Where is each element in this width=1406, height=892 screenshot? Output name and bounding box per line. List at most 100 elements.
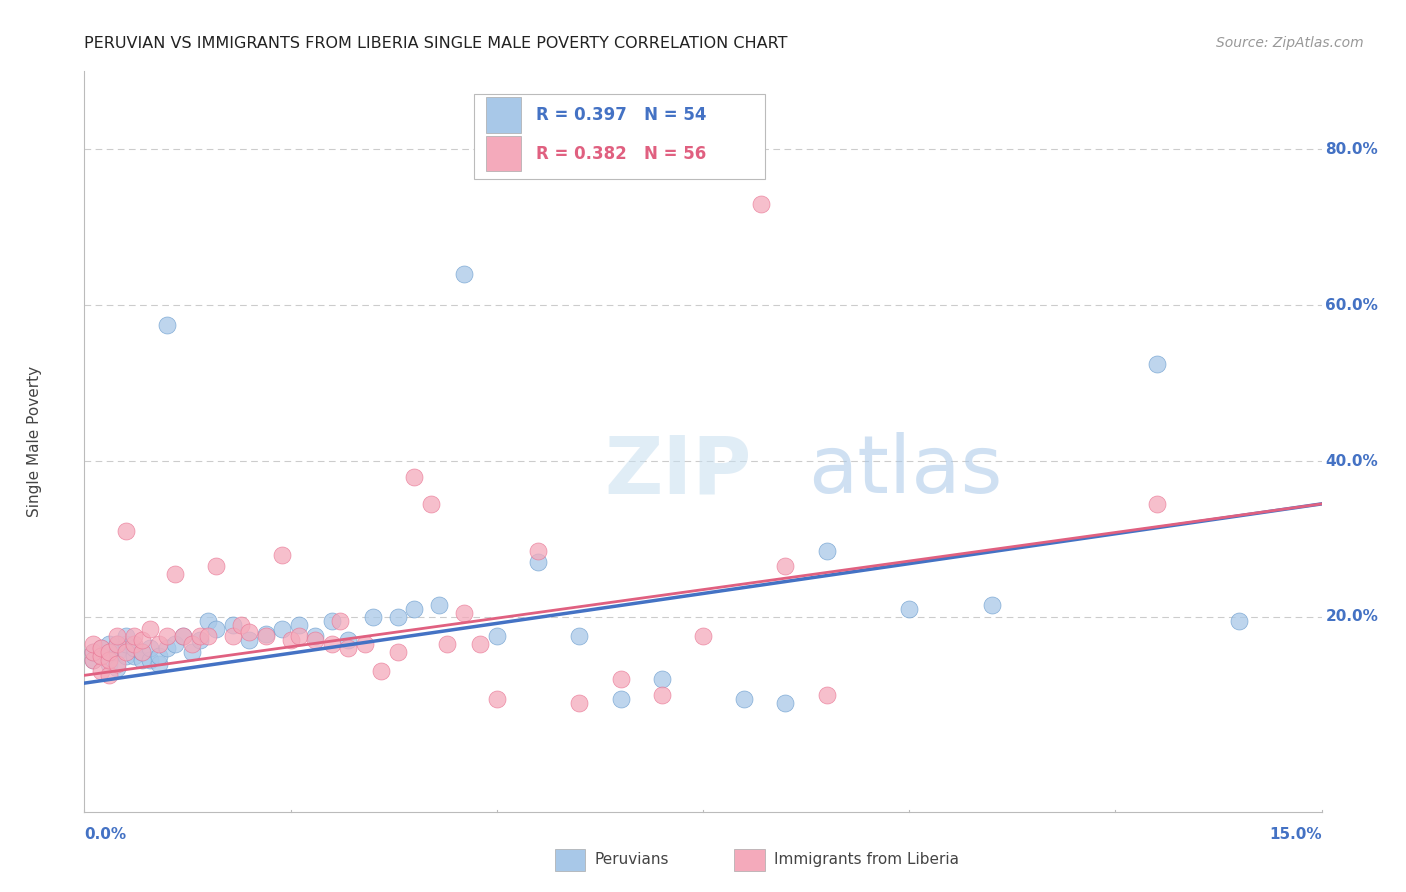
Point: [90, 641, 112, 656]
Point: [815, 688, 838, 702]
Point: [651, 688, 673, 702]
Point: [122, 637, 145, 651]
Point: [254, 627, 277, 641]
Point: [98, 645, 121, 659]
Point: [321, 637, 343, 651]
Text: PERUVIAN VS IMMIGRANTS FROM LIBERIA SINGLE MALE POVERTY CORRELATION CHART: PERUVIAN VS IMMIGRANTS FROM LIBERIA SING…: [84, 36, 787, 51]
Point: [131, 645, 153, 659]
Point: [148, 657, 170, 671]
Point: [82, 645, 104, 659]
Point: [1227, 614, 1250, 628]
Point: [82, 653, 104, 667]
Point: [172, 629, 194, 643]
Point: [427, 598, 450, 612]
Point: [288, 617, 311, 632]
Text: Single Male Poverty: Single Male Poverty: [27, 366, 42, 517]
Point: [692, 629, 714, 643]
Point: [114, 637, 136, 651]
Point: [90, 665, 112, 679]
Text: 15.0%: 15.0%: [1270, 827, 1322, 842]
Point: [329, 614, 352, 628]
Point: [90, 648, 112, 663]
Text: ZIP: ZIP: [605, 432, 751, 510]
Point: [280, 633, 302, 648]
Point: [304, 629, 326, 643]
Point: [205, 622, 228, 636]
Point: [98, 657, 121, 671]
Point: [98, 653, 121, 667]
Point: [139, 622, 162, 636]
Point: [114, 648, 136, 663]
Point: [609, 691, 631, 706]
Point: [105, 637, 128, 651]
Point: [197, 629, 219, 643]
Bar: [486, 97, 522, 133]
Text: 40.0%: 40.0%: [1326, 453, 1378, 468]
Point: [156, 629, 179, 643]
Text: 80.0%: 80.0%: [1326, 142, 1378, 157]
Bar: [554, 849, 585, 871]
Point: [139, 653, 162, 667]
Point: [898, 602, 921, 616]
Text: Source: ZipAtlas.com: Source: ZipAtlas.com: [1216, 36, 1364, 50]
Point: [775, 696, 797, 710]
Point: [188, 629, 211, 643]
Point: [122, 641, 145, 656]
Point: [775, 559, 797, 574]
Point: [238, 633, 260, 648]
Text: 60.0%: 60.0%: [1326, 298, 1378, 313]
Point: [122, 648, 145, 663]
Point: [105, 657, 128, 671]
Point: [527, 555, 550, 569]
Point: [131, 645, 153, 659]
Point: [180, 637, 202, 651]
Point: [105, 660, 128, 674]
Point: [122, 629, 145, 643]
Bar: [486, 136, 522, 171]
FancyBboxPatch shape: [474, 94, 765, 178]
Point: [180, 645, 202, 659]
Point: [172, 629, 194, 643]
Text: Immigrants from Liberia: Immigrants from Liberia: [773, 853, 959, 867]
Point: [205, 559, 228, 574]
Point: [337, 633, 360, 648]
Point: [139, 641, 162, 656]
Point: [131, 653, 153, 667]
Point: [568, 629, 591, 643]
Point: [485, 691, 508, 706]
Point: [222, 629, 245, 643]
Point: [453, 267, 475, 281]
Point: [254, 629, 277, 643]
Point: [105, 629, 128, 643]
Point: [288, 629, 311, 643]
Point: [387, 645, 409, 659]
Point: [609, 672, 631, 686]
Text: Peruvians: Peruvians: [595, 853, 669, 867]
Point: [304, 633, 326, 648]
Point: [148, 648, 170, 663]
Point: [156, 641, 179, 656]
Point: [156, 318, 179, 332]
Point: [337, 641, 360, 656]
Point: [404, 469, 426, 483]
Point: [749, 197, 772, 211]
Point: [321, 614, 343, 628]
Point: [165, 637, 187, 651]
Point: [148, 637, 170, 651]
Point: [222, 617, 245, 632]
Point: [98, 637, 121, 651]
Point: [436, 637, 458, 651]
Point: [271, 622, 294, 636]
Point: [114, 645, 136, 659]
Point: [90, 641, 112, 656]
Point: [361, 610, 384, 624]
Point: [387, 610, 409, 624]
Point: [1146, 357, 1168, 371]
Point: [980, 598, 1002, 612]
Point: [485, 629, 508, 643]
Point: [651, 672, 673, 686]
Point: [98, 645, 121, 659]
Text: R = 0.382   N = 56: R = 0.382 N = 56: [536, 145, 706, 162]
Point: [271, 548, 294, 562]
Point: [404, 602, 426, 616]
